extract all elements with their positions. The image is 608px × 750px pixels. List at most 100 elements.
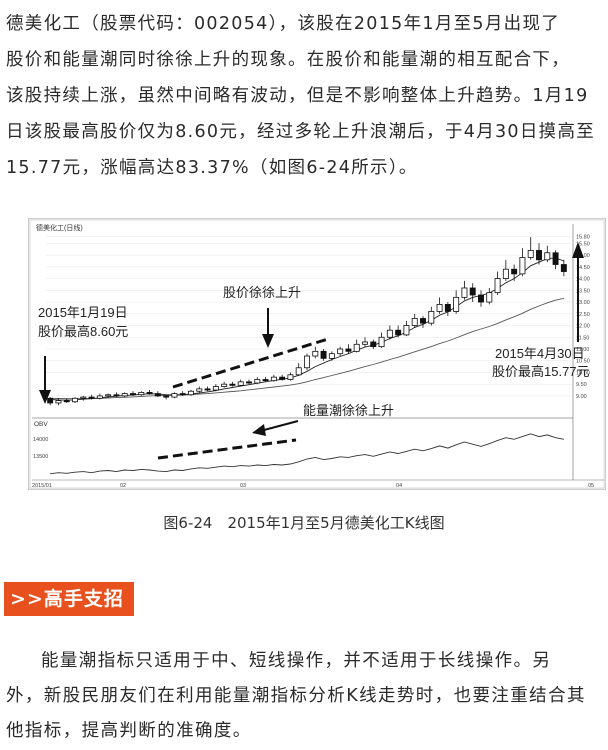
candle [80,395,87,401]
candle [486,287,493,305]
obv-line [50,433,564,475]
obv-tick-label: 14000 [33,437,48,443]
candle [428,306,435,326]
candle [262,377,269,382]
candle [328,351,335,361]
candle [345,344,352,354]
candle [63,398,70,403]
candle [246,379,252,385]
price-tick-label: 10.00 [576,370,590,376]
price-tick-label: 9.00 [576,394,587,400]
candle [403,320,410,337]
candle [221,381,228,388]
candle [138,391,145,396]
price-tick-label: 15.50 [576,241,590,247]
candle [519,248,526,277]
x-tick-label: 04 [396,483,402,489]
candle [420,316,426,328]
figure-caption: 图6-24 2015年1月至5月德美化工K线图 [163,514,445,532]
candle [88,394,95,400]
price-tick-label: 12.50 [576,312,590,318]
text-line: 德美化工（股票代码：002054），该股在2015年1月至5月出现了 [6,14,561,34]
price-tick-label: 10.50 [576,359,590,365]
candle [229,381,236,387]
candle [461,280,468,300]
candle [163,394,170,400]
candle [171,392,178,399]
arrow-down-icon [262,334,274,348]
candle [411,313,418,328]
candle [527,237,534,260]
candle [188,390,194,396]
candle [204,386,211,392]
candle [295,363,302,376]
candle [320,348,327,361]
candle [502,259,509,281]
price-tick-label: 14.00 [576,277,590,283]
candle [196,386,203,393]
x-tick-label: 05 [588,483,594,489]
candle [254,377,261,385]
candle [279,374,286,381]
candle [353,339,360,353]
price-trend-line [172,337,329,389]
candle [130,391,136,396]
candle [511,264,518,281]
candle [105,393,112,398]
candle [444,302,451,317]
candle [436,297,443,314]
text-line: 股价和能量潮同时徐徐上升的现象。在股价和能量潮的相互配合下， [6,50,570,70]
text-line: 能量潮指标只适用于中、短线操作，并不适用于长线操作。另 [41,651,552,671]
candle [337,346,344,357]
section-badge: >>高手支招 [4,582,134,616]
text-line: 外，新股民朋友们在利用能量潮指标分析K线走势时，也要注重结合其 [6,686,586,706]
candle [453,290,460,314]
candle [146,390,153,395]
ma-slow-line [50,297,565,400]
paragraph-tip: 能量潮指标只适用于中、短线操作，并不适用于长线操作。另 外，新股民朋友们在利用能… [6,644,602,749]
candle [113,392,120,398]
annotation-end-date: 2015年4月30日 [495,346,585,361]
candle [386,325,393,340]
x-tick-label: 2015/01 [32,483,52,489]
kline-chart-figure: 德美化工(日线) OBV 15.8015.5015.0014.5014.0013… [27,217,607,491]
arrow-up-icon [572,242,584,258]
candle [154,391,161,398]
paragraph-intro: 德美化工（股票代码：002054），该股在2015年1月至5月出现了 股价和能量… [6,6,602,186]
chart-header: 德美化工(日线) [36,223,83,232]
candle [560,259,567,277]
text-line: 该股持续上涨，虽然中间略有波动，但是不影响整体上升趋势。1月19 [6,86,589,106]
annotation-start-price: 股价最高8.60元 [38,324,128,339]
candle [72,397,78,403]
candle [179,391,186,396]
obv-tick-label: 13500 [33,454,48,460]
candle [270,374,277,382]
text-line: 15.77元，涨幅高达83.37%（如图6-24所示）。 [6,158,418,178]
arrow-left-icon [252,424,266,436]
candle [362,337,368,347]
price-tick-label: 11.50 [576,335,589,341]
candle [304,353,310,371]
obv-trend-line [157,438,297,460]
obv-header: OBV [34,421,48,428]
candle [121,392,128,398]
candle [96,393,103,400]
price-tick-label: 13.50 [576,288,590,294]
price-tick-label: 11.00 [576,347,589,353]
candle [478,290,484,307]
candle [312,346,319,359]
candle [47,397,54,406]
annotation-start-date: 2015年1月19日 [38,305,128,320]
price-tick-label: 15.80 [576,234,590,240]
arrow-down-icon [39,390,51,404]
candle [395,325,402,338]
candle [287,372,294,381]
price-tick-label: 9.50 [576,382,587,388]
x-tick-label: 03 [240,483,246,489]
candle [237,379,244,387]
text-line: 他指标，提高判断的准确度。 [6,721,252,741]
candle [494,271,501,296]
x-tick-label: 02 [120,483,126,489]
candle [552,250,559,270]
price-tick-label: 12.00 [576,324,590,330]
